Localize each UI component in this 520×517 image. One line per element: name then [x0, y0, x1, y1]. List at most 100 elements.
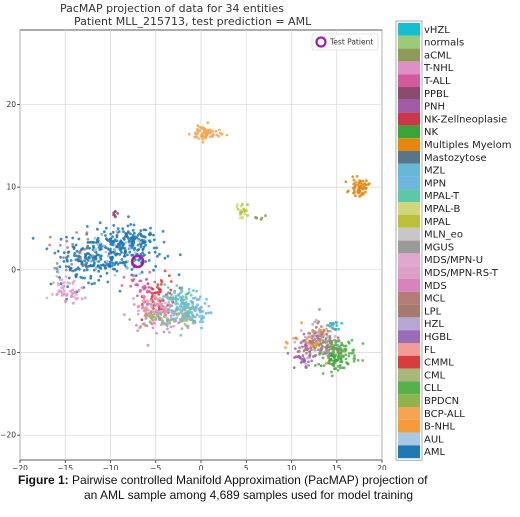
- data-point: [170, 293, 174, 297]
- data-point: [143, 235, 147, 239]
- data-point: [184, 295, 188, 299]
- data-point: [147, 302, 151, 306]
- data-point: [165, 323, 169, 327]
- data-point: [71, 269, 75, 273]
- x-tick-label: −5: [150, 464, 161, 470]
- data-point: [328, 336, 332, 340]
- data-point: [186, 310, 190, 313]
- data-point: [115, 235, 119, 239]
- data-point: [194, 133, 198, 136]
- data-point: [94, 247, 98, 251]
- data-point: [64, 275, 68, 279]
- data-point: [204, 311, 208, 315]
- legend-swatch: [398, 35, 420, 49]
- data-point: [140, 270, 144, 274]
- data-point: [114, 261, 117, 265]
- data-point: [73, 279, 76, 283]
- data-point: [92, 264, 95, 268]
- data-point: [364, 183, 367, 187]
- data-point: [115, 229, 119, 233]
- data-point: [97, 278, 101, 282]
- legend-swatch: [398, 23, 420, 36]
- data-point: [129, 232, 132, 236]
- data-point: [138, 290, 142, 293]
- data-point: [329, 329, 332, 333]
- data-point: [166, 327, 169, 331]
- data-point: [187, 291, 191, 294]
- data-point: [339, 351, 343, 355]
- data-point: [127, 239, 131, 243]
- data-point: [328, 361, 331, 365]
- data-point: [166, 286, 170, 289]
- data-point: [352, 182, 356, 186]
- data-point: [128, 248, 132, 251]
- data-point: [165, 310, 169, 314]
- data-point: [74, 275, 78, 279]
- data-point: [147, 286, 151, 289]
- data-point: [50, 293, 54, 296]
- data-point: [318, 330, 322, 334]
- data-point: [75, 249, 79, 253]
- data-point: [344, 357, 348, 361]
- y-tick-label: −20: [0, 431, 16, 440]
- data-point: [66, 259, 69, 263]
- data-point: [166, 254, 170, 258]
- data-point: [143, 306, 147, 310]
- data-point: [338, 345, 341, 348]
- data-point: [314, 353, 318, 357]
- data-point: [286, 351, 290, 355]
- data-point: [159, 283, 163, 286]
- data-point: [167, 330, 171, 334]
- data-point: [199, 310, 203, 314]
- legend-swatch: [398, 381, 420, 395]
- x-tick-label: 0: [199, 464, 204, 470]
- data-point: [147, 251, 151, 255]
- data-point: [74, 243, 78, 247]
- data-point: [304, 365, 308, 369]
- legend-label: MGUS: [424, 242, 454, 253]
- data-point: [130, 238, 133, 242]
- data-point: [148, 231, 152, 235]
- data-point: [142, 300, 146, 304]
- data-point: [151, 310, 155, 313]
- data-point: [181, 306, 185, 309]
- legend-swatch: [398, 48, 420, 62]
- data-point: [96, 264, 100, 268]
- data-point: [116, 227, 120, 231]
- data-point: [191, 321, 195, 325]
- data-point: [156, 285, 159, 289]
- data-point: [208, 128, 212, 132]
- legend-label: Mastozytose: [424, 153, 487, 164]
- data-point: [298, 346, 302, 350]
- chart-subtitle: Patient MLL_215713, test prediction = AM…: [74, 15, 312, 28]
- data-point: [77, 237, 81, 241]
- legend-swatch: [398, 291, 420, 305]
- data-point: [334, 328, 338, 332]
- data-point: [315, 325, 318, 329]
- data-point: [111, 230, 115, 234]
- data-point: [120, 258, 124, 261]
- data-point: [342, 366, 346, 370]
- data-point: [186, 324, 190, 328]
- legend-swatch: [398, 355, 420, 369]
- legend-swatch: [398, 343, 420, 356]
- data-point: [179, 309, 183, 313]
- data-point: [156, 298, 160, 302]
- data-point: [145, 278, 149, 281]
- data-point: [65, 235, 68, 239]
- data-point: [138, 240, 142, 244]
- data-point: [319, 349, 323, 352]
- data-point: [133, 231, 136, 235]
- data-point: [99, 256, 102, 259]
- axis-ticks: −20 −15 −10 −5 0 5 10 15 20 −20 −10 0 10 20: [0, 100, 387, 470]
- data-point: [94, 259, 98, 263]
- data-point: [115, 252, 119, 256]
- data-point: [284, 340, 288, 344]
- data-point: [123, 254, 127, 258]
- data-point: [149, 286, 153, 290]
- data-point: [53, 251, 57, 255]
- data-point: [160, 321, 164, 324]
- data-point: [180, 327, 184, 330]
- data-point: [179, 299, 183, 303]
